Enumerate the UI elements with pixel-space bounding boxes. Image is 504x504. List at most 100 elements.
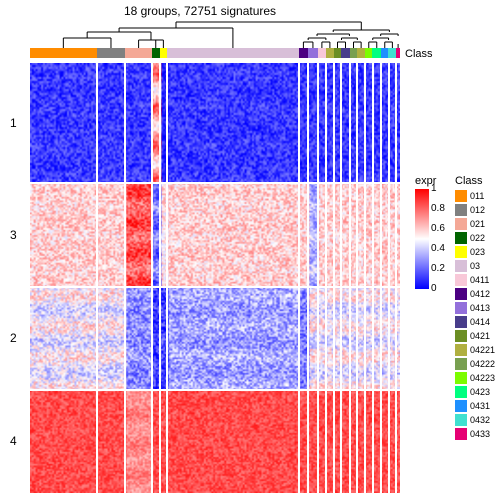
- class-legend-item: 0412: [455, 287, 503, 301]
- expr-legend-tick: 0.2: [431, 264, 445, 274]
- class-legend-swatch: [455, 288, 467, 300]
- column-separator: [356, 63, 358, 493]
- class-legend-label: 0421: [470, 331, 490, 341]
- class-legend-item: 021: [455, 217, 503, 231]
- class-strip-segment: [381, 48, 389, 58]
- class-legend-label: 04223: [470, 373, 495, 383]
- class-legend-label: 0432: [470, 415, 490, 425]
- class-strip-segment: [388, 48, 396, 58]
- class-legend-item: 04221: [455, 343, 503, 357]
- class-legend-item: 012: [455, 203, 503, 217]
- class-legend-label: 03: [470, 261, 480, 271]
- column-separator: [124, 63, 126, 493]
- class-strip-segment: [357, 48, 365, 58]
- class-legend-label: 012: [470, 205, 485, 215]
- chart-title: 18 groups, 72751 signatures: [0, 4, 400, 18]
- class-legend-swatch: [455, 274, 467, 286]
- class-legend-label: 0414: [470, 317, 490, 327]
- class-legend-item: 0413: [455, 301, 503, 315]
- class-legend-swatch: [455, 302, 467, 314]
- class-legend-item: 0421: [455, 329, 503, 343]
- class-strip-segment: [396, 48, 400, 58]
- class-legend-item: 022: [455, 231, 503, 245]
- class-legend-label: 04222: [470, 359, 495, 369]
- class-legend-label: 0423: [470, 387, 490, 397]
- class-legend-swatch: [455, 260, 467, 272]
- class-legend-label: 021: [470, 219, 485, 229]
- column-separator: [364, 63, 366, 493]
- class-legend-label: 0433: [470, 429, 490, 439]
- class-legend-swatch: [455, 218, 467, 230]
- class-strip-segment: [326, 48, 334, 58]
- class-legend-swatch: [455, 316, 467, 328]
- column-separator: [380, 63, 382, 493]
- class-legend-swatch: [455, 246, 467, 258]
- class-legend-item: 0432: [455, 413, 503, 427]
- column-separator: [317, 63, 319, 493]
- class-legend-label: 022: [470, 233, 485, 243]
- class-legend-swatch: [455, 204, 467, 216]
- class-strip-segment: [30, 48, 97, 58]
- class-strip-segment: [125, 48, 152, 58]
- column-separator: [388, 63, 390, 493]
- heatmap: [30, 63, 400, 493]
- column-separator: [340, 63, 342, 493]
- class-legend-item: 04222: [455, 357, 503, 371]
- class-legend-item: 0414: [455, 315, 503, 329]
- expr-legend-tick: 0: [431, 284, 437, 294]
- class-legend-swatch: [455, 414, 467, 426]
- class-legend-item: 0423: [455, 385, 503, 399]
- expr-colorbar: 10.80.60.40.20: [415, 189, 429, 289]
- row-group-label: 4: [10, 434, 17, 448]
- class-legend-swatch: [455, 232, 467, 244]
- class-legend-item: 04223: [455, 371, 503, 385]
- class-strip-segment: [160, 48, 168, 58]
- class-legend-item: 023: [455, 245, 503, 259]
- column-separator: [325, 63, 327, 493]
- class-strip-segment: [334, 48, 342, 58]
- class-legend-swatch: [455, 330, 467, 342]
- column-separator: [395, 63, 397, 493]
- class-legend-swatch: [455, 428, 467, 440]
- row-separator: [30, 182, 400, 184]
- class-legend-label: 011: [470, 191, 484, 201]
- class-legend-item: 0411: [455, 273, 503, 287]
- class-legend-swatch: [455, 344, 467, 356]
- row-group-label: 2: [10, 331, 17, 345]
- dendrogram: [30, 18, 400, 48]
- class-strip-segment: [152, 48, 160, 58]
- column-separator: [151, 63, 153, 493]
- class-legend: Class 011 012 021 022 023 03 0411 0412 0413 0414 0…: [455, 175, 503, 441]
- class-strip-segment: [341, 48, 349, 58]
- class-legend-swatch: [455, 190, 467, 202]
- class-strip-segment: [308, 48, 318, 58]
- class-strip-segment: [350, 48, 358, 58]
- class-annotation-strip: [30, 48, 400, 58]
- column-separator: [166, 63, 168, 493]
- class-legend-item: 0433: [455, 427, 503, 441]
- class-strip-segment: [318, 48, 326, 58]
- class-legend-title: Class: [455, 175, 503, 187]
- class-legend-item: 011: [455, 189, 503, 203]
- class-strip-segment: [167, 48, 298, 58]
- column-separator: [372, 63, 374, 493]
- class-legend-label: 023: [470, 247, 485, 257]
- row-separator: [30, 389, 400, 391]
- column-separator: [333, 63, 335, 493]
- class-legend-item: 03: [455, 259, 503, 273]
- row-separator: [30, 286, 400, 288]
- class-legend-label: 0412: [470, 289, 490, 299]
- row-group-label: 1: [10, 116, 17, 130]
- column-separator: [159, 63, 161, 493]
- column-separator: [349, 63, 351, 493]
- class-strip-segment: [97, 48, 126, 58]
- class-legend-label: 0411: [470, 275, 489, 285]
- expr-legend-tick: 1: [431, 184, 437, 194]
- class-strip-segment: [299, 48, 309, 58]
- class-legend-swatch: [455, 372, 467, 384]
- class-strip-segment: [372, 48, 380, 58]
- row-group-label: 3: [10, 228, 17, 242]
- class-legend-swatch: [455, 400, 467, 412]
- class-legend-label: 0413: [470, 303, 490, 313]
- expr-legend-tick: 0.6: [431, 224, 445, 234]
